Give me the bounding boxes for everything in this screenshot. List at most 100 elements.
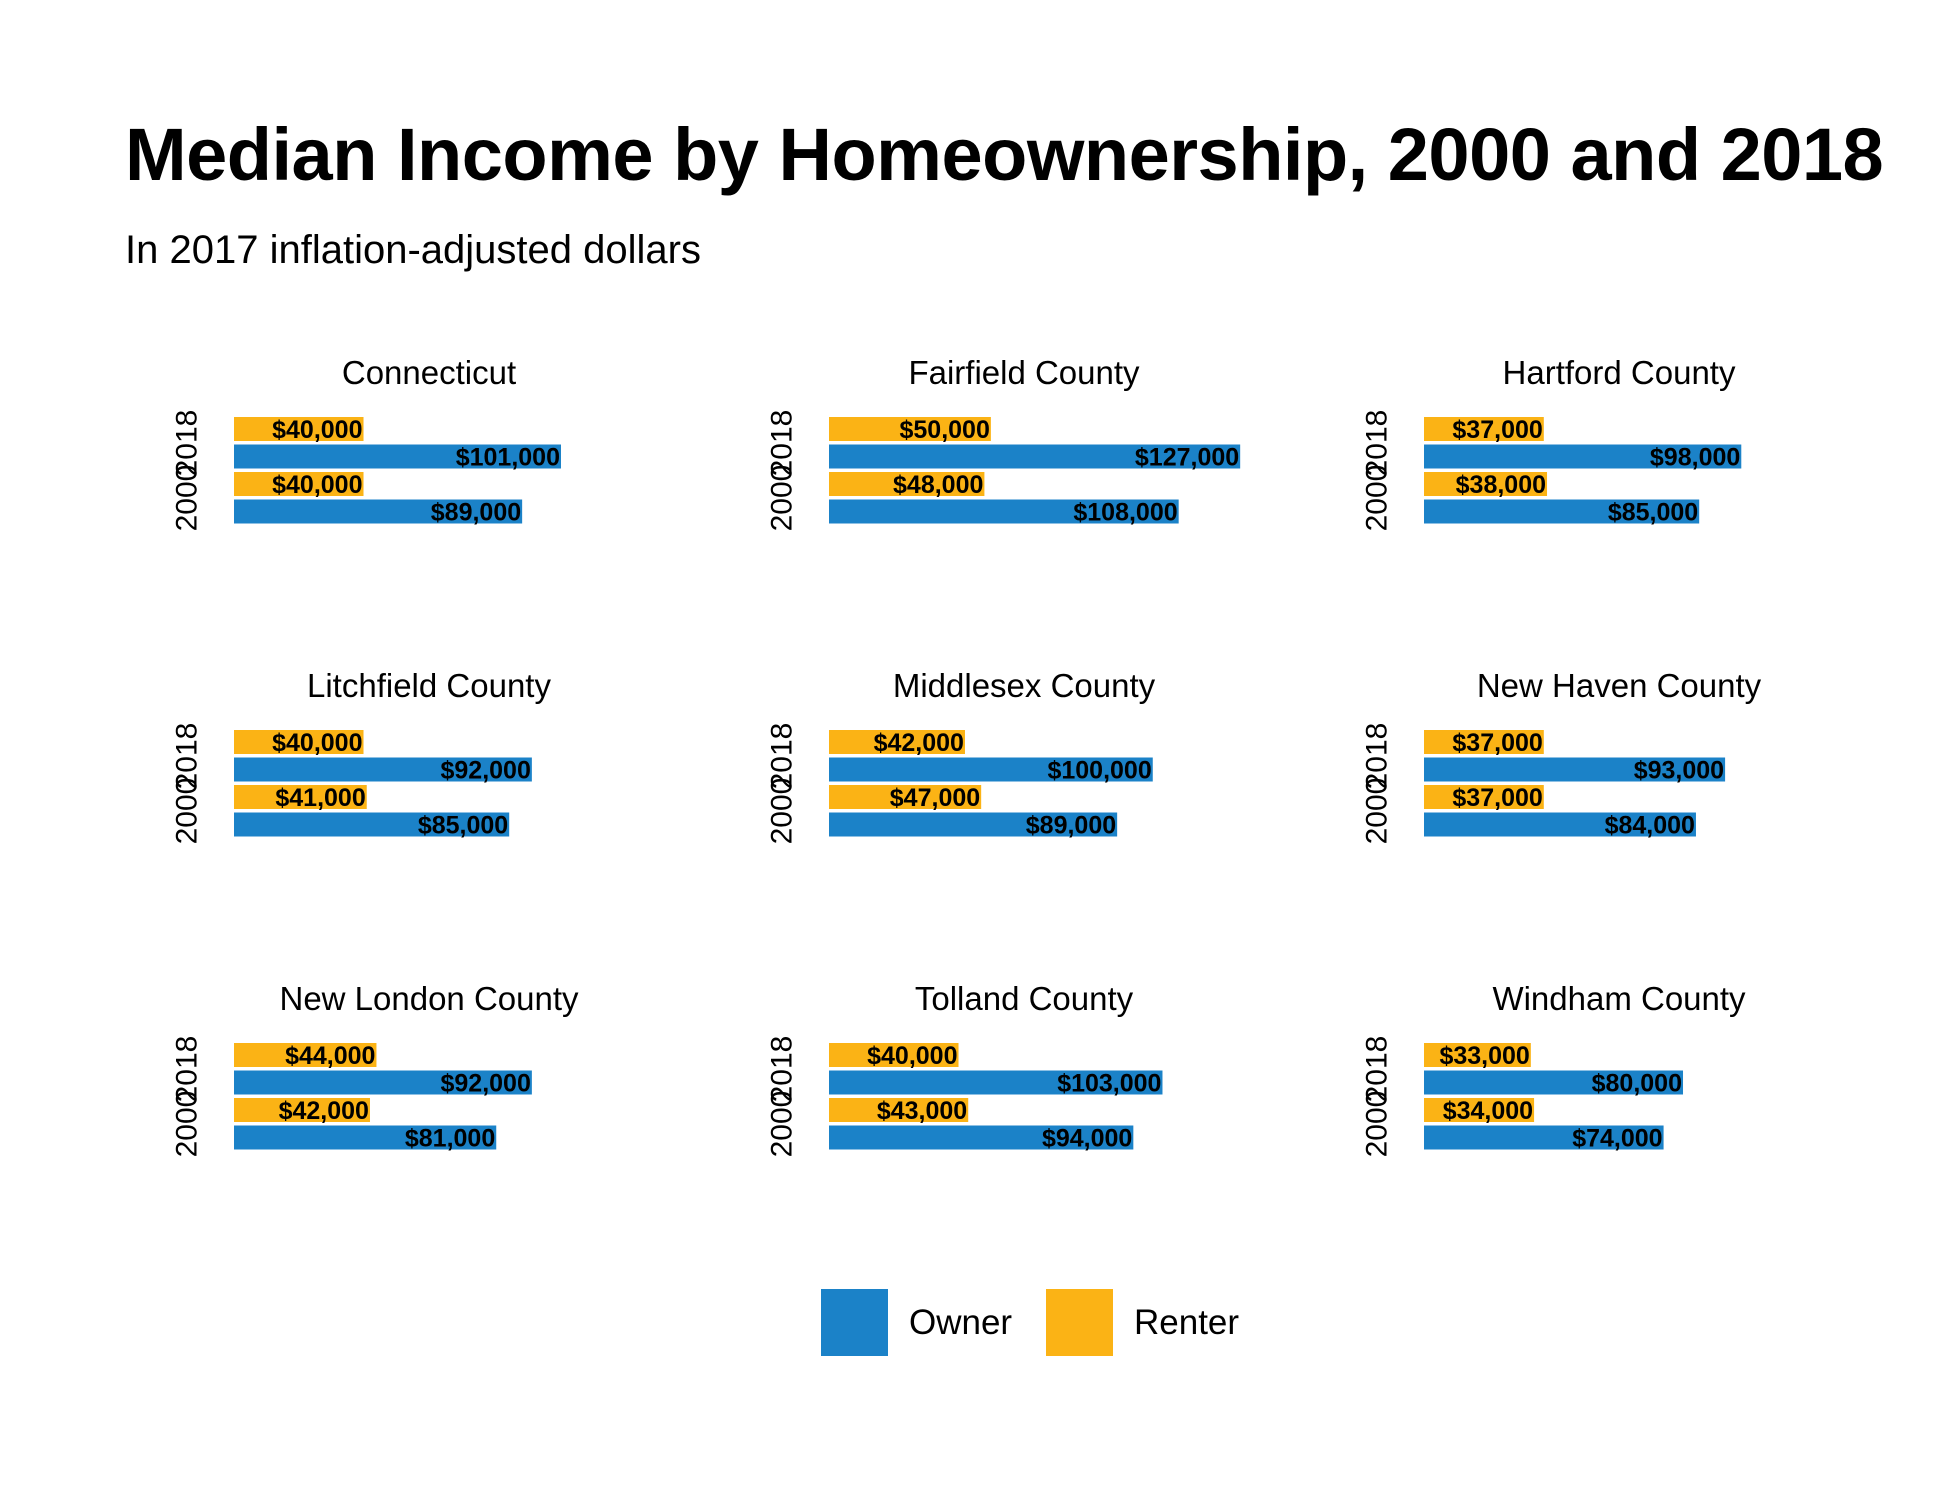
year-tick-2018: 2018 bbox=[766, 723, 799, 790]
year-tick-2000: 2000 bbox=[1361, 778, 1394, 845]
data-label-owner-2018: $92,000 bbox=[440, 1070, 530, 1098]
year-tick-2018: 2018 bbox=[1361, 410, 1394, 477]
data-label-renter-2018: $40,000 bbox=[272, 729, 362, 757]
bar-renter-2018 bbox=[829, 730, 965, 754]
data-label-owner-2000: $81,000 bbox=[405, 1125, 495, 1153]
year-tick-2018: 2018 bbox=[766, 410, 799, 477]
bar-renter-2018 bbox=[1424, 1043, 1531, 1067]
bar-owner-2000 bbox=[234, 812, 510, 837]
data-label-owner-2018: $80,000 bbox=[1592, 1070, 1682, 1098]
legend: Owner Renter bbox=[0, 1289, 1950, 1357]
panel-title: Hartford County bbox=[1503, 354, 1736, 391]
data-label-renter-2000: $42,000 bbox=[279, 1097, 369, 1125]
bar-owner-2018 bbox=[829, 757, 1153, 782]
bar-owner-2000 bbox=[1424, 499, 1700, 524]
bar-renter-2000 bbox=[1424, 1098, 1535, 1122]
year-tick-2018: 2018 bbox=[1361, 1036, 1394, 1103]
data-label-renter-2018: $44,000 bbox=[285, 1042, 375, 1070]
bar-owner-2000 bbox=[1424, 1125, 1664, 1150]
data-label-renter-2018: $42,000 bbox=[874, 729, 964, 757]
bar-owner-2000 bbox=[234, 1125, 497, 1150]
chart-subtitle: In 2017 inflation-adjusted dollars bbox=[125, 228, 701, 272]
panel-title: Tolland County bbox=[915, 980, 1134, 1017]
data-label-renter-2000: $41,000 bbox=[275, 784, 365, 812]
bar-renter-2000 bbox=[234, 1098, 370, 1122]
bar-owner-2000 bbox=[829, 499, 1179, 524]
data-label-renter-2000: $48,000 bbox=[893, 471, 983, 499]
data-label-renter-2018: $50,000 bbox=[900, 416, 990, 444]
data-label-renter-2000: $40,000 bbox=[272, 471, 362, 499]
bar-renter-2000 bbox=[234, 785, 367, 809]
bar-renter-2018 bbox=[829, 417, 991, 441]
legend-label-owner: Owner bbox=[909, 1303, 1013, 1342]
year-tick-2018: 2018 bbox=[171, 723, 204, 790]
panel-title: Fairfield County bbox=[908, 354, 1140, 391]
bar-renter-2000 bbox=[829, 472, 985, 496]
data-label-renter-2018: $33,000 bbox=[1439, 1042, 1529, 1070]
year-tick-2000: 2000 bbox=[171, 778, 204, 845]
bar-renter-2018 bbox=[234, 417, 364, 441]
data-label-owner-2018: $93,000 bbox=[1634, 757, 1724, 785]
bar-owner-2018 bbox=[234, 1070, 532, 1095]
year-tick-2000: 2000 bbox=[1361, 1091, 1394, 1158]
data-label-owner-2000: $89,000 bbox=[431, 499, 521, 527]
bar-renter-2018 bbox=[234, 1043, 377, 1067]
data-label-owner-2000: $85,000 bbox=[418, 812, 508, 840]
data-label-owner-2000: $85,000 bbox=[1608, 499, 1698, 527]
bar-owner-2018 bbox=[1424, 757, 1726, 782]
data-label-renter-2000: $37,000 bbox=[1452, 784, 1542, 812]
bar-renter-2000 bbox=[829, 785, 982, 809]
legend-label-renter: Renter bbox=[1134, 1303, 1240, 1342]
data-label-renter-2000: $47,000 bbox=[890, 784, 980, 812]
chart-title: Median Income by Homeownership, 2000 and… bbox=[125, 113, 1884, 196]
year-tick-2018: 2018 bbox=[171, 1036, 204, 1103]
data-label-owner-2000: $74,000 bbox=[1572, 1125, 1662, 1153]
bar-renter-2000 bbox=[829, 1098, 969, 1122]
legend-swatch-owner bbox=[821, 1289, 888, 1356]
legend-swatch-renter bbox=[1046, 1289, 1113, 1356]
bar-renter-2000 bbox=[234, 472, 364, 496]
year-tick-2000: 2000 bbox=[766, 778, 799, 845]
bar-renter-2000 bbox=[1424, 785, 1544, 809]
bar-owner-2000 bbox=[829, 1125, 1134, 1150]
panel-title: New Haven County bbox=[1477, 667, 1762, 704]
year-tick-2018: 2018 bbox=[1361, 723, 1394, 790]
bar-renter-2018 bbox=[1424, 730, 1544, 754]
panel-title: Windham County bbox=[1492, 980, 1746, 1017]
bar-owner-2018 bbox=[829, 444, 1241, 469]
data-label-renter-2018: $37,000 bbox=[1452, 416, 1542, 444]
bar-owner-2018 bbox=[234, 757, 532, 782]
year-tick-2018: 2018 bbox=[171, 410, 204, 477]
data-label-renter-2018: $40,000 bbox=[272, 416, 362, 444]
bar-owner-2018 bbox=[829, 1070, 1163, 1095]
year-tick-2018: 2018 bbox=[766, 1036, 799, 1103]
bar-renter-2018 bbox=[1424, 417, 1544, 441]
data-label-renter-2018: $37,000 bbox=[1452, 729, 1542, 757]
year-tick-2000: 2000 bbox=[171, 465, 204, 532]
year-tick-2000: 2000 bbox=[766, 1091, 799, 1158]
bar-owner-2018 bbox=[1424, 444, 1742, 469]
year-tick-2000: 2000 bbox=[171, 1091, 204, 1158]
data-label-renter-2000: $34,000 bbox=[1443, 1097, 1533, 1125]
data-label-owner-2000: $89,000 bbox=[1026, 812, 1116, 840]
data-label-owner-2000: $108,000 bbox=[1073, 499, 1177, 527]
bar-owner-2000 bbox=[829, 812, 1118, 837]
data-label-renter-2018: $40,000 bbox=[867, 1042, 957, 1070]
data-label-owner-2000: $94,000 bbox=[1042, 1125, 1132, 1153]
year-tick-2000: 2000 bbox=[1361, 465, 1394, 532]
bar-renter-2000 bbox=[1424, 472, 1548, 496]
panel-title: Connecticut bbox=[342, 354, 516, 391]
data-label-owner-2018: $100,000 bbox=[1047, 757, 1151, 785]
data-label-owner-2018: $127,000 bbox=[1135, 444, 1239, 472]
data-label-renter-2000: $38,000 bbox=[1456, 471, 1546, 499]
data-label-owner-2018: $92,000 bbox=[440, 757, 530, 785]
